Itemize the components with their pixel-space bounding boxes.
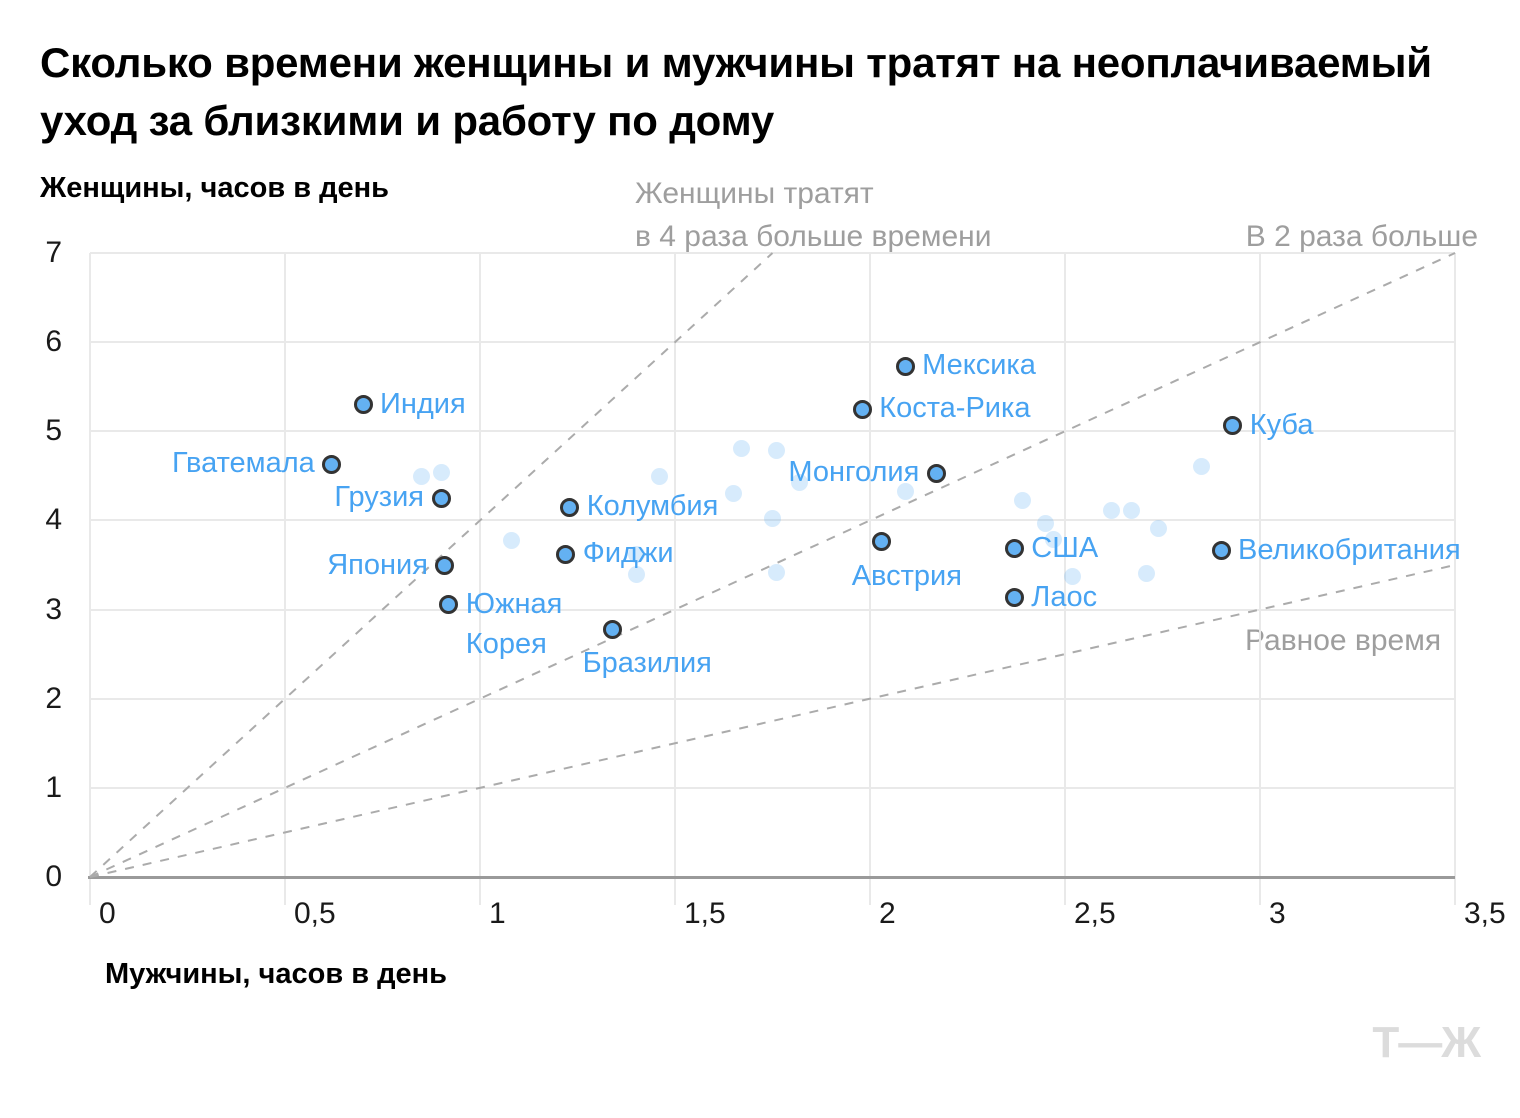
- horizontal-gridline: [90, 341, 1455, 344]
- annotation-4x-line: Женщины тратят в 4 раза больше времени: [635, 177, 992, 253]
- other-country-point: [1138, 564, 1156, 582]
- other-country-point: [413, 468, 430, 486]
- y-tick-label: 1: [45, 770, 62, 804]
- country-point: [560, 497, 580, 517]
- horizontal-gridline: [90, 608, 1455, 611]
- other-country-point: [725, 485, 742, 503]
- country-label: Мексика: [922, 349, 1036, 382]
- x-axis-line: [88, 875, 1455, 879]
- y-tick-label: 0: [45, 860, 62, 893]
- vertical-gridline: [89, 253, 91, 905]
- country-point: [431, 488, 451, 508]
- y-tick-label: 7: [45, 236, 62, 269]
- country-label: Коста-Рика: [879, 391, 1031, 424]
- x-tick-label: 0: [99, 897, 116, 930]
- country-label: США: [1031, 531, 1099, 564]
- other-country-point: [1122, 502, 1140, 520]
- country-point: [603, 619, 623, 639]
- x-tick-label: 2,5: [1074, 897, 1116, 930]
- other-country-point: [1193, 457, 1210, 475]
- country-label: Куба: [1249, 408, 1314, 441]
- country-label: Великобритания: [1238, 533, 1461, 566]
- country-point: [895, 356, 915, 376]
- other-country-point: [896, 482, 914, 500]
- vertical-gridline: [1259, 253, 1261, 905]
- country-point: [1223, 416, 1243, 436]
- x-tick-label: 0,5: [294, 897, 336, 930]
- country-label: Южная Корея: [465, 588, 563, 661]
- dashed-ratio-line-x1: [89, 564, 1456, 878]
- vertical-gridline: [1064, 253, 1066, 905]
- other-country-point: [1064, 568, 1082, 586]
- x-tick-label: 3: [1269, 897, 1286, 930]
- x-tick-label: 1,5: [684, 897, 726, 930]
- x-tick-label: 3,5: [1464, 897, 1506, 930]
- dashed-ratio-line-x2: [89, 252, 1456, 878]
- other-country-point: [502, 532, 520, 550]
- x-tick-label: 1: [489, 897, 506, 930]
- other-country-point: [650, 468, 668, 486]
- country-point: [852, 399, 872, 419]
- y-tick-label: 3: [45, 592, 62, 626]
- y-tick-label: 2: [45, 681, 62, 715]
- other-country-point: [732, 439, 750, 457]
- country-point: [439, 594, 459, 614]
- country-label: Фиджи: [582, 537, 674, 570]
- annotation-2x-line: В 2 раза больше: [1245, 220, 1478, 253]
- country-label: Колумбия: [586, 489, 719, 522]
- vertical-gridline: [869, 253, 871, 905]
- other-country-point: [767, 442, 785, 460]
- country-point: [926, 463, 946, 483]
- country-label: Япония: [327, 548, 428, 581]
- country-label: Бразилия: [582, 647, 712, 680]
- vertical-gridline: [479, 253, 481, 905]
- other-country-point: [1037, 515, 1054, 533]
- country-point: [556, 544, 576, 564]
- annotation-equal-line: Равное время: [1245, 624, 1442, 657]
- other-country-point: [1044, 530, 1062, 548]
- x-axis-title: Мужчины, часов в день: [105, 958, 447, 990]
- other-country-point: [432, 463, 450, 481]
- country-point: [353, 395, 373, 415]
- other-country-point: [1103, 502, 1121, 520]
- country-point: [872, 532, 892, 552]
- country-label: Монголия: [788, 455, 920, 488]
- country-label: Индия: [380, 387, 466, 420]
- other-country-point: [764, 510, 781, 528]
- vertical-gridline: [674, 253, 676, 905]
- country-label: Грузия: [334, 480, 424, 513]
- country-point: [435, 556, 455, 576]
- country-point: [1004, 539, 1024, 559]
- other-country-point: [627, 545, 645, 563]
- y-tick-label: 4: [45, 503, 62, 537]
- x-tick-label: 2: [879, 897, 896, 930]
- tj-logo: Т—Ж: [1372, 1018, 1481, 1067]
- horizontal-gridline: [90, 697, 1455, 700]
- horizontal-gridline: [90, 786, 1455, 789]
- other-country-point: [1013, 492, 1031, 510]
- country-label: Лаос: [1031, 580, 1098, 613]
- country-label: Австрия: [851, 559, 962, 592]
- country-point: [322, 454, 342, 474]
- other-country-point: [1150, 519, 1168, 537]
- vertical-gridline: [1454, 253, 1456, 905]
- vertical-gridline: [284, 253, 286, 905]
- other-country-point: [791, 473, 809, 491]
- y-tick-label: 6: [45, 325, 62, 359]
- y-axis-title: Женщины, часов в день: [40, 172, 390, 204]
- country-point: [1211, 541, 1231, 561]
- other-country-point: [767, 563, 785, 581]
- horizontal-gridline: [90, 430, 1455, 433]
- y-tick-label: 5: [45, 414, 62, 448]
- other-country-point: [627, 566, 645, 584]
- country-label: Гватемала: [171, 447, 315, 480]
- country-point: [1004, 588, 1024, 608]
- chart-title: Сколько времени женщины и мужчины тратят…: [40, 39, 1432, 144]
- horizontal-gridline: [90, 519, 1455, 522]
